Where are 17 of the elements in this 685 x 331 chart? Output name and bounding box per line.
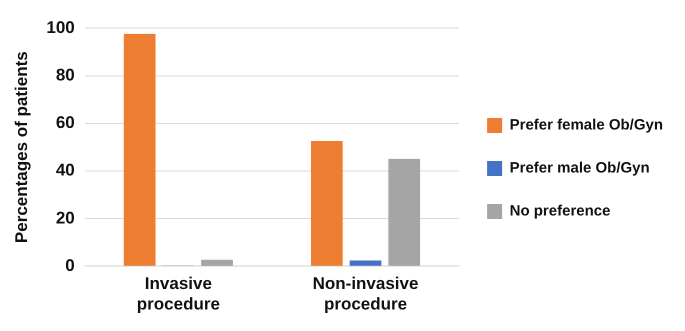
bar	[310, 141, 343, 266]
legend-label: No preference	[510, 202, 610, 220]
x-tick-label: Non-invasive procedure	[312, 274, 418, 314]
x-tick-label: Invasive procedure	[136, 274, 220, 314]
y-tick-label: 20	[56, 208, 75, 228]
legend-label: Prefer female Ob/Gyn	[510, 116, 664, 134]
y-axis-title: Percentages of patients	[12, 51, 31, 244]
y-tick-label: 40	[56, 160, 75, 180]
bar	[124, 34, 156, 266]
y-tick-label: 0	[65, 256, 75, 275]
y-tick-label: 80	[56, 65, 75, 84]
bar	[388, 158, 420, 266]
y-tick-label: 60	[56, 113, 75, 132]
legend-label: Prefer male Ob/Gyn	[510, 160, 650, 177]
bar	[350, 260, 382, 266]
y-tick-label: 100	[46, 18, 75, 37]
bar	[201, 260, 233, 266]
